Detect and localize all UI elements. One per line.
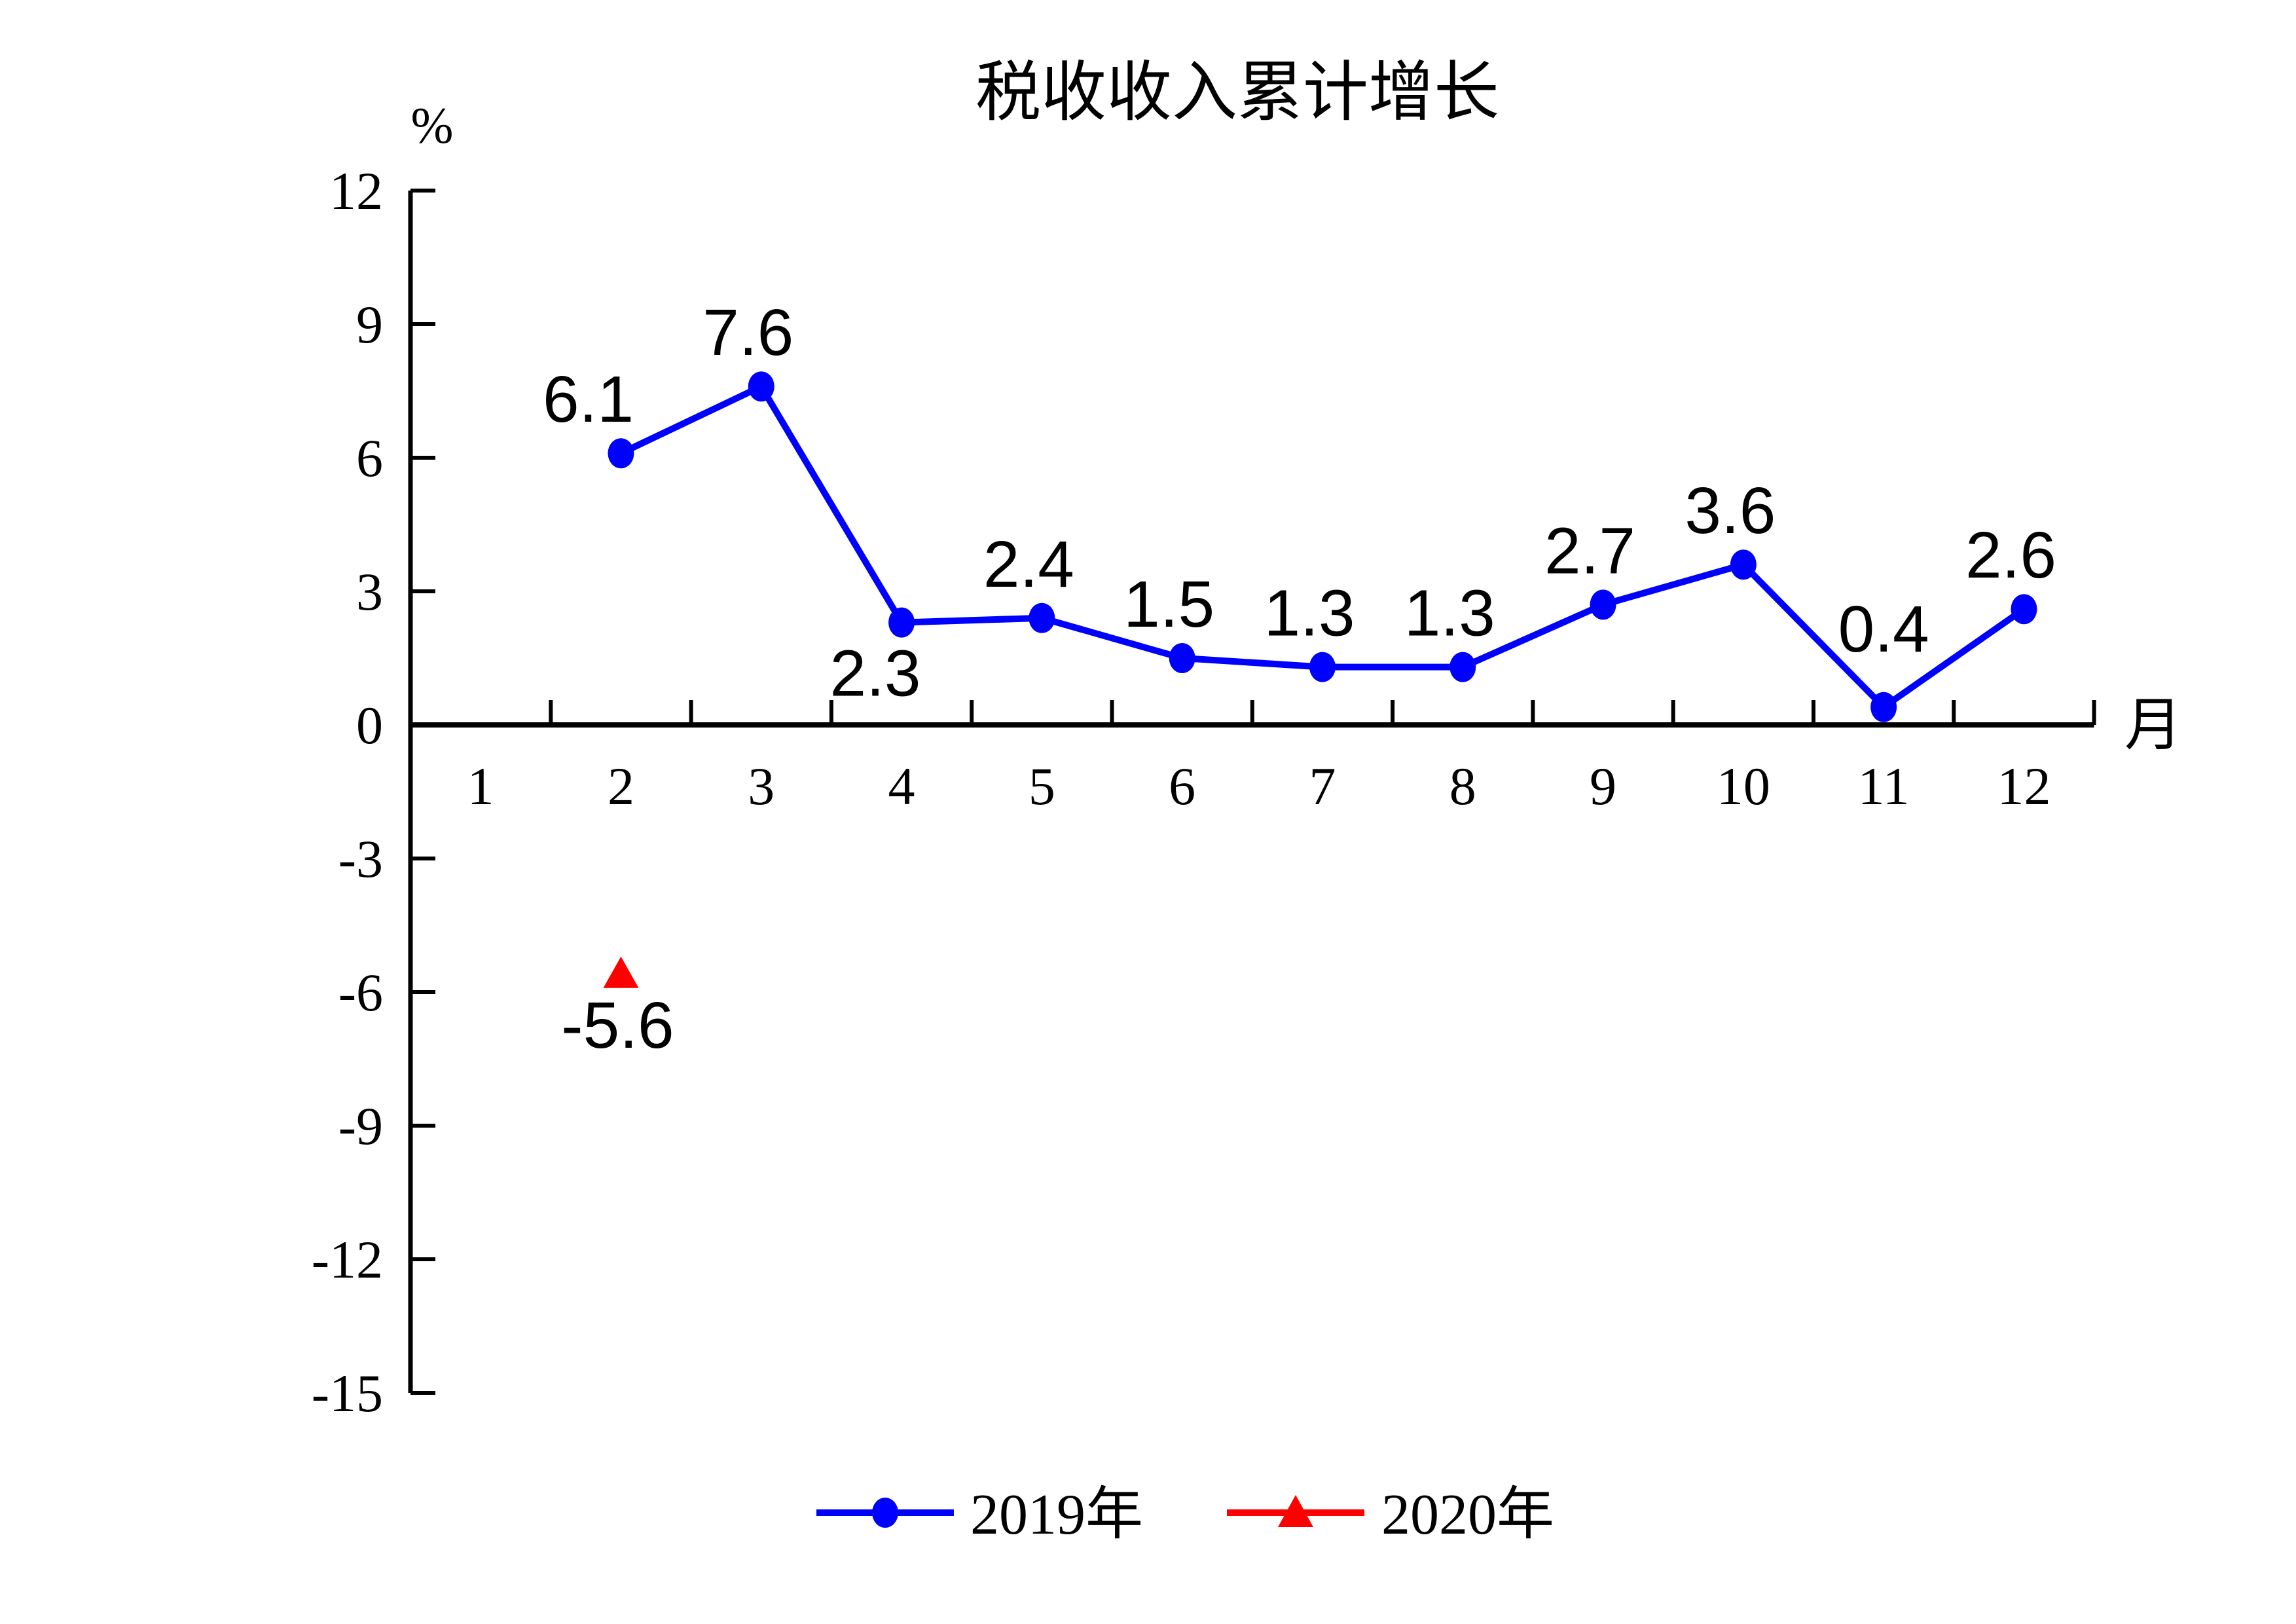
- data-point-marker-circle: [888, 607, 915, 638]
- y-axis-tick-label: -12: [312, 1230, 383, 1289]
- data-point-marker-circle: [1870, 692, 1897, 722]
- x-axis-unit-label: 月: [2124, 694, 2182, 758]
- x-axis-tick-label: 2: [608, 756, 634, 816]
- data-point-label: 1.3: [1404, 577, 1495, 650]
- y-axis-tick-label: -6: [338, 963, 383, 1022]
- x-axis-tick-label: 6: [1169, 756, 1195, 816]
- data-point-marker-triangle: [603, 956, 639, 988]
- series-2020年: -5.6: [561, 956, 674, 1062]
- data-point-label: 2.7: [1544, 514, 1635, 587]
- data-point-label: 2.3: [830, 637, 921, 710]
- x-axis-tick-label: 11: [1858, 756, 1910, 816]
- data-point-label: 2.4: [983, 528, 1074, 601]
- legend-marker-circle-icon: [872, 1498, 898, 1528]
- data-point-label: 6.1: [543, 363, 634, 436]
- x-axis-tick-label: 5: [1029, 756, 1055, 816]
- chart-title: 税收收入累计增长: [975, 56, 1499, 129]
- y-axis: 12 9 6 3 0 -3 -6 -9 -12 -15: [312, 161, 435, 1423]
- x-axis-tick-label: 8: [1449, 756, 1476, 816]
- y-axis-tick-label: 6: [356, 428, 383, 488]
- data-point-marker-circle: [1169, 643, 1195, 673]
- data-point-label: 3.6: [1685, 474, 1776, 547]
- y-axis-tick-label: 0: [356, 695, 383, 755]
- data-point-label: 2.6: [1965, 519, 2056, 592]
- data-point-label: 1.3: [1264, 577, 1355, 650]
- x-axis: 1 2 3 4 5 6 7 8 9 10 11 12: [467, 700, 2096, 816]
- data-point-marker-circle: [2011, 594, 2037, 625]
- series-2019年: 6.1 7.6 2.3 2.4 1.5 1.3 1.3 2.7 3.6 0.4 2.6: [543, 296, 2056, 722]
- x-axis-tick-label: 10: [1717, 756, 1770, 816]
- legend-label-2020: 2020年: [1381, 1483, 1554, 1547]
- y-axis-tick-label: -15: [312, 1363, 383, 1423]
- data-point-marker-circle: [1309, 652, 1336, 682]
- y-axis-tick-label: -3: [338, 829, 383, 889]
- legend-label-2019: 2019年: [970, 1483, 1143, 1547]
- data-point-label: 0.4: [1838, 593, 1929, 666]
- data-point-marker-circle: [1730, 549, 1757, 580]
- data-point-marker-circle: [748, 371, 774, 402]
- y-axis-tick-label: -9: [338, 1096, 383, 1156]
- data-point-marker-circle: [1590, 589, 1616, 620]
- data-point-label: 7.6: [702, 296, 793, 369]
- data-point-marker-circle: [1029, 602, 1055, 633]
- x-axis-tick-label: 3: [748, 756, 774, 816]
- data-point-label: 1.5: [1123, 568, 1214, 641]
- data-point-label: -5.6: [561, 989, 674, 1062]
- x-axis-tick-label: 1: [467, 756, 494, 816]
- y-axis-unit-label: %: [411, 97, 454, 154]
- data-point-marker-circle: [1449, 652, 1476, 682]
- x-axis-tick-label: 7: [1309, 756, 1336, 816]
- x-axis-tick-label: 4: [888, 756, 915, 816]
- y-axis-tick-label: 3: [356, 562, 383, 621]
- y-axis-tick-label: 9: [356, 295, 383, 354]
- x-axis-tick-label: 9: [1590, 756, 1616, 816]
- x-axis-tick-label: 12: [1997, 756, 2050, 816]
- legend: 2019年 2020年: [816, 1483, 1554, 1547]
- data-point-marker-circle: [608, 438, 634, 469]
- y-axis-tick-label: 12: [329, 161, 383, 221]
- legend-marker-triangle-icon: [1278, 1495, 1313, 1527]
